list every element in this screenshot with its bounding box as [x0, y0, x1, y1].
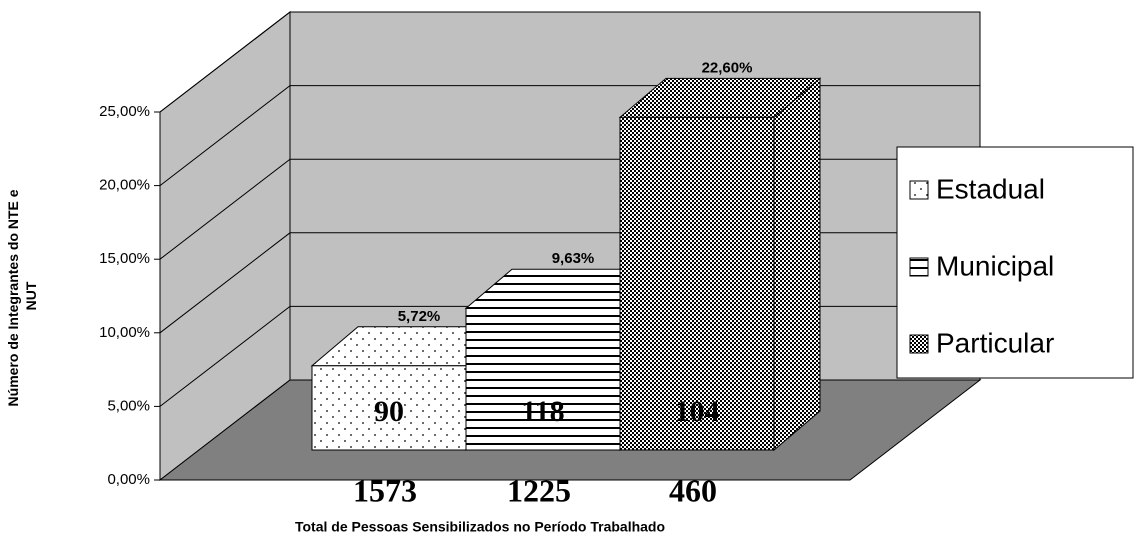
- value-label: 5,72%: [398, 308, 441, 325]
- y-axis-title: Número de Integrantes do NTE e NUT: [5, 186, 39, 407]
- legend-label: Estadual: [936, 173, 1045, 204]
- legend-label: Municipal: [936, 250, 1054, 281]
- y-axis-title-line: Número de Integrantes do NTE e: [5, 189, 21, 406]
- x-tick-label: 460: [669, 472, 717, 508]
- bar: [311, 365, 467, 451]
- bar-label: 90: [374, 395, 404, 428]
- legend: [896, 146, 1134, 379]
- value-label: 9,63%: [552, 250, 595, 267]
- x-tick-label: 1225: [507, 472, 571, 508]
- value-label: 22,60%: [702, 59, 753, 76]
- bar-label: 118: [521, 395, 564, 428]
- y-tick-label: 20,00%: [99, 177, 150, 194]
- legend-swatch: [909, 257, 929, 277]
- y-tick-label: 10,00%: [99, 324, 150, 341]
- legend-swatch: [909, 180, 929, 200]
- x-axis-title: Total de Pessoas Sensibilizados no Perío…: [295, 519, 665, 535]
- y-tick-label: 0,00%: [107, 471, 150, 488]
- bar-side: [773, 77, 821, 452]
- y-axis-title-line: NUT: [23, 281, 39, 310]
- bar: [619, 116, 775, 451]
- y-tick-label: 25,00%: [99, 103, 150, 120]
- y-tick-label: 15,00%: [99, 250, 150, 267]
- y-tick-label: 5,00%: [107, 397, 150, 414]
- x-tick-label: 1573: [353, 472, 417, 508]
- legend-label: Particular: [936, 327, 1054, 358]
- legend-swatch: [909, 334, 929, 354]
- grid-line: [159, 11, 980, 113]
- bar: [465, 307, 621, 451]
- bar-label: 104: [675, 395, 720, 428]
